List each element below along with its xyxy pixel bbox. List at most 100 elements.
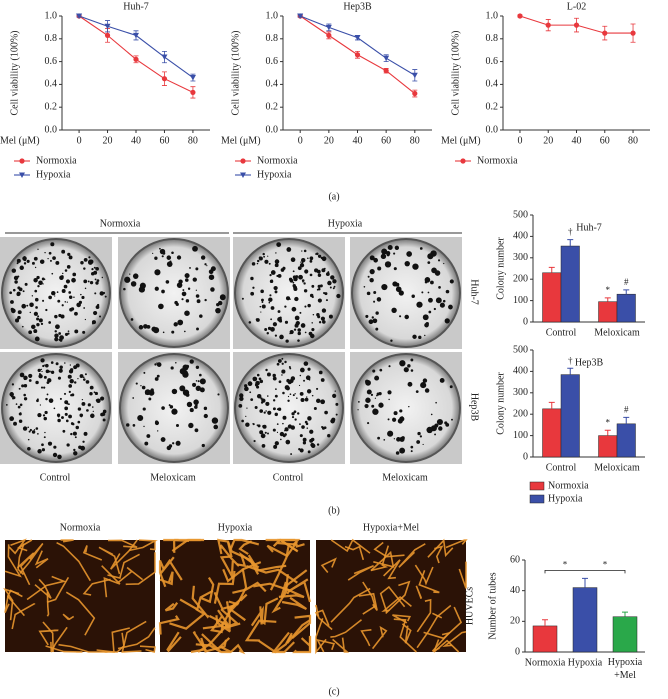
x-tick-label: Hypoxia +Mel (608, 657, 643, 681)
colony (40, 322, 44, 325)
colony (171, 388, 178, 395)
colony (185, 299, 190, 303)
colony (383, 438, 386, 441)
tube (158, 615, 180, 635)
colony (155, 420, 159, 424)
colony (294, 315, 300, 321)
error-bar (622, 611, 628, 617)
colony (244, 386, 249, 392)
colony (434, 433, 437, 436)
colony (37, 248, 39, 250)
colony (433, 307, 436, 311)
colony (419, 435, 423, 438)
colony (156, 362, 162, 367)
colony (61, 416, 64, 419)
y-tick-label: 0.2 (486, 101, 499, 112)
colony (443, 262, 445, 265)
tube (383, 559, 401, 580)
significance-marker: * (606, 285, 611, 295)
tube (34, 550, 49, 569)
tube (4, 594, 10, 614)
colony (317, 284, 321, 288)
colony (52, 452, 58, 458)
colony (306, 389, 312, 394)
colony (259, 305, 262, 308)
y-tick-label: 200 (513, 408, 528, 419)
colony (17, 315, 21, 320)
colony (152, 252, 154, 254)
colony (36, 322, 40, 327)
tube (414, 564, 434, 586)
colony (252, 376, 258, 382)
colony (90, 413, 95, 419)
colony (46, 381, 50, 385)
colony (317, 298, 322, 303)
tube (98, 546, 121, 575)
colony (427, 253, 434, 260)
colony (17, 275, 20, 278)
colony (68, 255, 73, 260)
colony (162, 331, 165, 334)
colony (192, 382, 197, 387)
colony (300, 397, 305, 402)
colony (289, 393, 292, 396)
tube (280, 569, 308, 598)
colony (292, 283, 296, 288)
colony (41, 370, 43, 373)
colony (406, 251, 412, 257)
colony (287, 399, 290, 402)
y-tick-label: 500 (513, 344, 528, 355)
colony (281, 357, 284, 360)
colony (303, 282, 306, 285)
x-tick-label: 60 (159, 135, 169, 146)
colony (195, 380, 198, 382)
colony (411, 294, 415, 298)
colony (301, 425, 305, 429)
colony (213, 424, 219, 430)
colony (99, 315, 102, 318)
colony (55, 324, 60, 330)
colony (148, 389, 155, 396)
marker (76, 13, 83, 19)
colony (245, 415, 247, 418)
tube (216, 538, 233, 558)
colony (256, 424, 259, 427)
tube (416, 604, 452, 649)
colony (318, 321, 322, 324)
colony (238, 403, 243, 408)
colony (376, 392, 380, 396)
error-bar (567, 239, 574, 247)
colony (327, 271, 330, 273)
colony (79, 413, 84, 418)
tube (228, 568, 248, 606)
colony (154, 286, 159, 291)
colony (182, 289, 185, 292)
x-axis-label: Mel (μM) (0, 135, 40, 146)
colony (299, 434, 303, 438)
bar (598, 435, 618, 458)
colony (161, 255, 164, 258)
colony (371, 316, 374, 319)
colony (66, 265, 71, 269)
colony (195, 294, 200, 298)
colony (282, 422, 284, 425)
colony (33, 256, 38, 261)
tube (287, 578, 312, 603)
colony (215, 307, 221, 314)
colony (316, 398, 321, 404)
y-tick-label: 200 (513, 273, 528, 284)
colony (37, 433, 39, 435)
colony (308, 379, 311, 381)
colony (171, 251, 174, 255)
colony (285, 296, 291, 301)
colony (259, 430, 264, 435)
colony (83, 431, 88, 436)
colony (261, 304, 266, 309)
colony (303, 361, 309, 366)
tube (271, 574, 289, 614)
tube (163, 538, 179, 553)
tube (227, 593, 248, 622)
colony (91, 320, 97, 325)
colony (282, 415, 287, 420)
tube (62, 613, 75, 621)
